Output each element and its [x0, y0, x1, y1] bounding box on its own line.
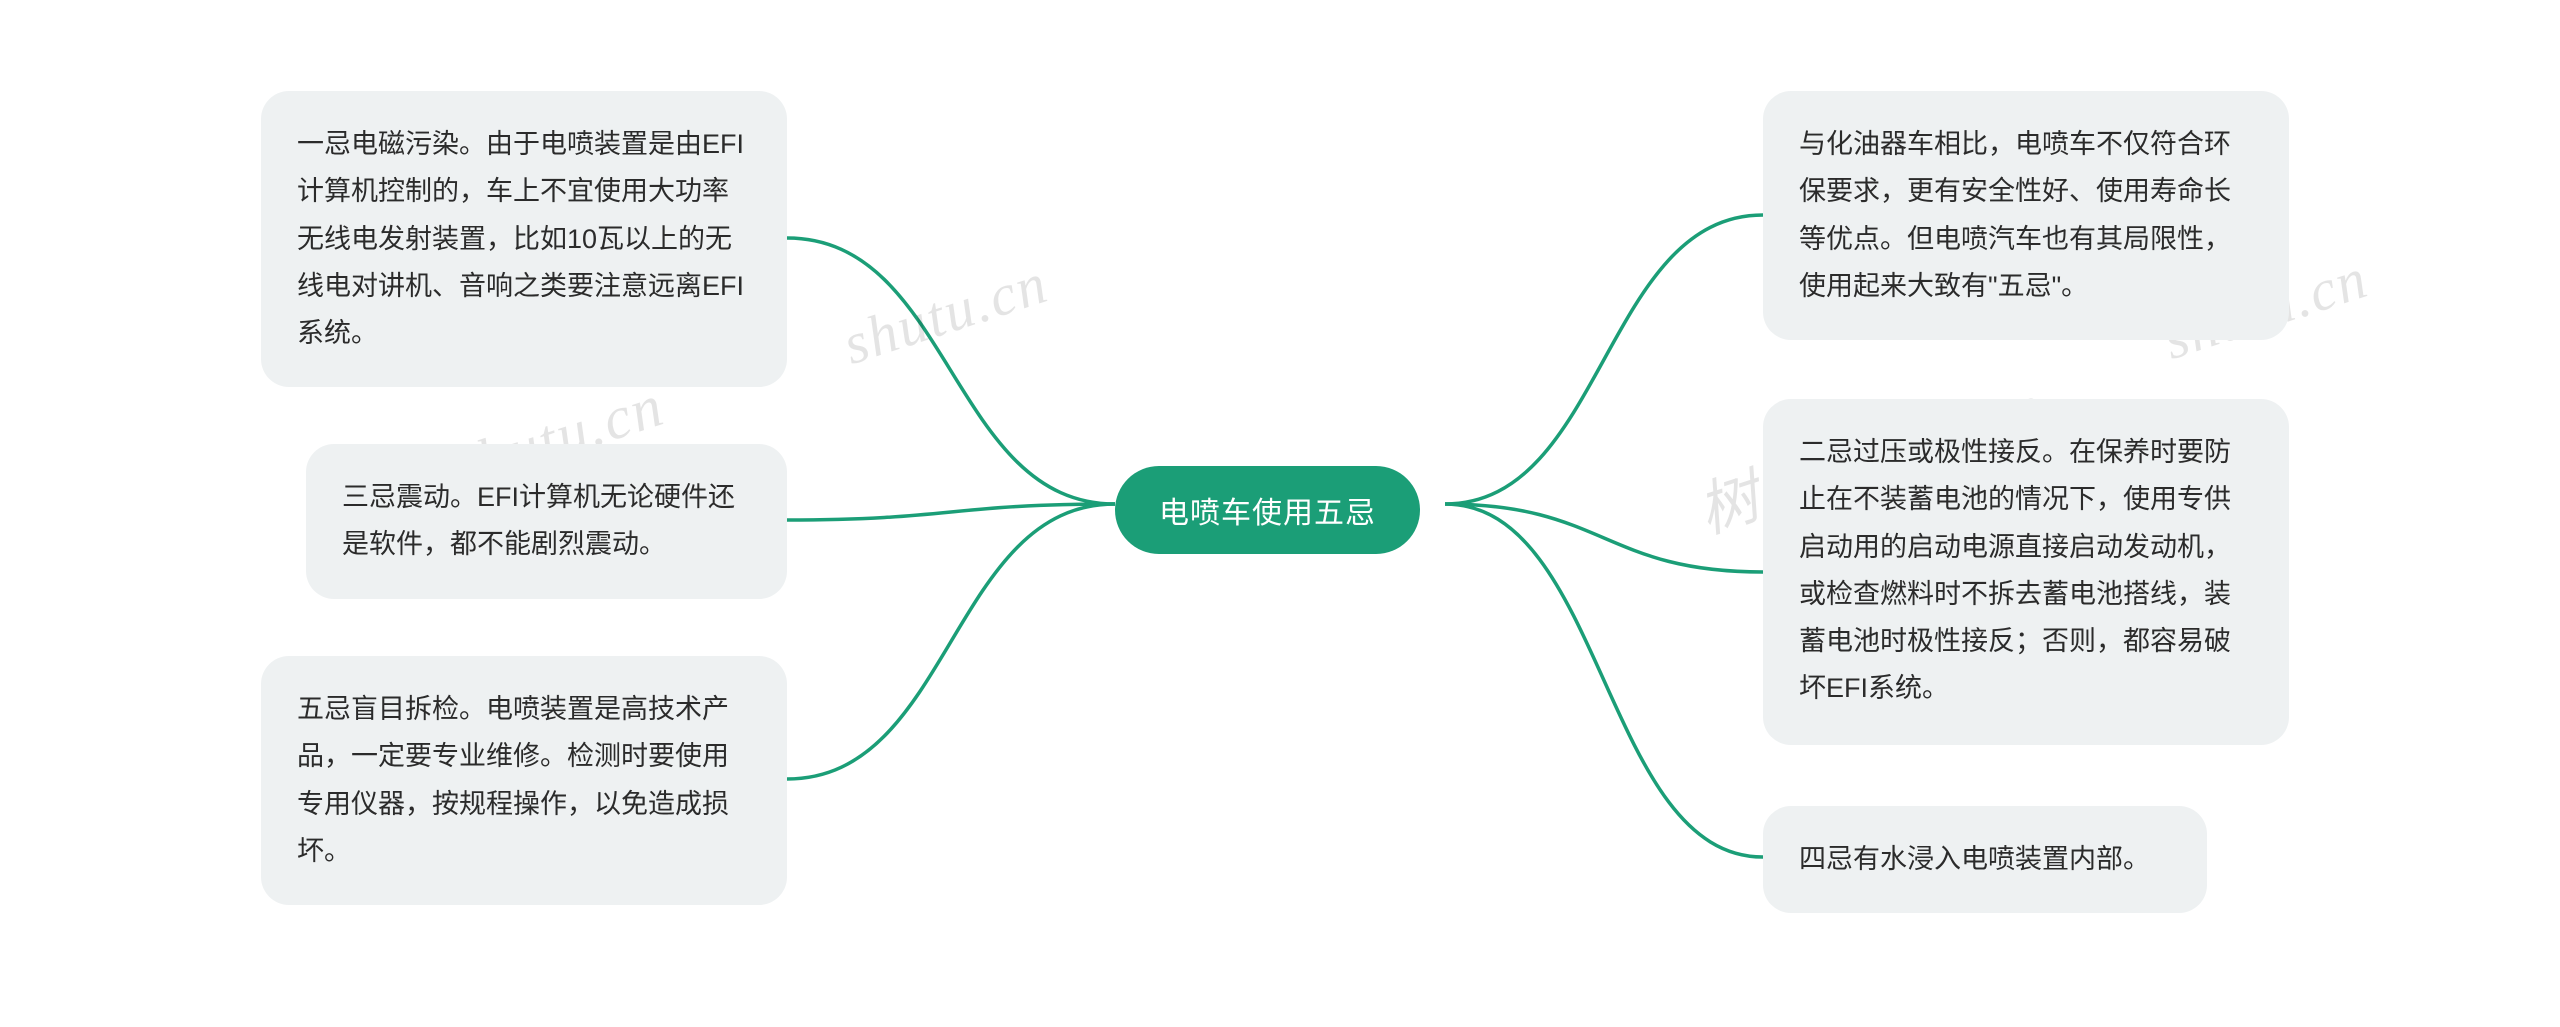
leaf-text: 与化油器车相比，电喷车不仅符合环保要求，更有安全性好、使用寿命长等优点。但电喷汽… — [1799, 129, 2231, 301]
leaf-l1: 一忌电磁污染。由于电喷装置是由EFI计算机控制的，车上不宜使用大功率无线电发射装… — [261, 91, 787, 387]
leaf-r3: 四忌有水浸入电喷装置内部。 — [1763, 806, 2207, 913]
leaf-text: 三忌震动。EFI计算机无论硬件还是软件，都不能剧烈震动。 — [342, 482, 735, 559]
leaf-text: 二忌过压或极性接反。在保养时要防止在不装蓄电池的情况下，使用专供启动用的启动电源… — [1799, 437, 2231, 703]
leaf-text: 一忌电磁污染。由于电喷装置是由EFI计算机控制的，车上不宜使用大功率无线电发射装… — [297, 129, 744, 348]
leaf-l3: 五忌盲目拆检。电喷装置是高技术产品，一定要专业维修。检测时要使用专用仪器，按规程… — [261, 656, 787, 905]
leaf-text: 五忌盲目拆检。电喷装置是高技术产品，一定要专业维修。检测时要使用专用仪器，按规程… — [297, 694, 729, 866]
leaf-text: 四忌有水浸入电喷装置内部。 — [1799, 844, 2150, 874]
leaf-r2: 二忌过压或极性接反。在保养时要防止在不装蓄电池的情况下，使用专供启动用的启动电源… — [1763, 399, 2289, 745]
center-label: 电喷车使用五忌 — [1159, 497, 1376, 530]
leaf-r1: 与化油器车相比，电喷车不仅符合环保要求，更有安全性好、使用寿命长等优点。但电喷汽… — [1763, 91, 2289, 340]
mindmap-canvas: 电喷车使用五忌 一忌电磁污染。由于电喷装置是由EFI计算机控制的，车上不宜使用大… — [0, 0, 2560, 1027]
center-node: 电喷车使用五忌 — [1115, 466, 1420, 554]
leaf-l2: 三忌震动。EFI计算机无论硬件还是软件，都不能剧烈震动。 — [306, 444, 787, 599]
